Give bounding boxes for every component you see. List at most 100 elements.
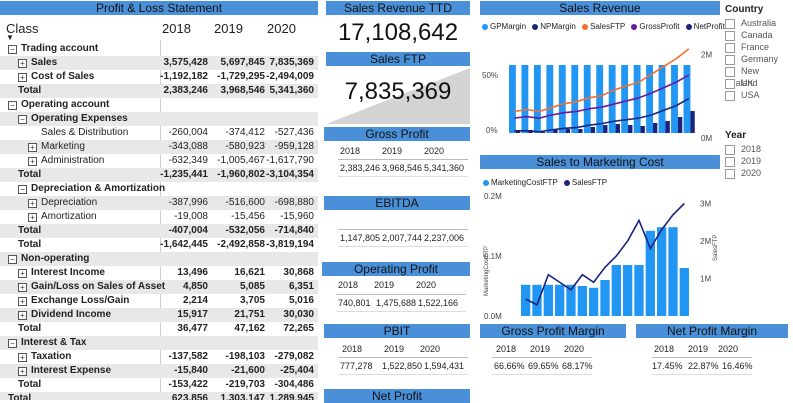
expand-icon[interactable]: + xyxy=(18,283,27,292)
cell-value: -19,008 xyxy=(174,211,208,222)
collapse-icon[interactable]: − xyxy=(8,255,17,264)
checkbox-icon[interactable] xyxy=(725,78,735,89)
row-label: Taxation xyxy=(31,351,72,362)
expand-icon[interactable]: + xyxy=(18,73,27,82)
axis-tick-label: 0M xyxy=(701,134,712,143)
expand-icon[interactable]: + xyxy=(28,143,37,152)
table-row: + Sales 3,575,428 5,697,845 7,835,369 xyxy=(0,56,318,70)
expand-icon[interactable]: + xyxy=(18,353,27,362)
gpmargin-bar xyxy=(546,65,554,133)
country-option[interactable]: Canada xyxy=(725,29,773,41)
marketing-cost-bar xyxy=(543,284,553,316)
checkbox-icon[interactable] xyxy=(725,42,735,53)
axis-tick-label: 3M xyxy=(700,200,711,209)
option-label: Canada xyxy=(741,30,773,40)
row-label: Trading account xyxy=(21,43,99,54)
year-option[interactable]: 2020 xyxy=(725,167,761,179)
checkbox-icon[interactable] xyxy=(725,144,735,155)
expand-icon[interactable]: + xyxy=(28,213,37,222)
checkbox-icon[interactable] xyxy=(725,168,735,179)
npm-values: 17.45% 22.87% 16.46% xyxy=(652,357,753,375)
cell-value: -15,840 xyxy=(174,365,208,376)
net-profit-title: Net Profit xyxy=(324,389,470,403)
gpmargin-bar xyxy=(658,65,666,133)
row-label: Total xyxy=(8,393,32,400)
cell-value: -304,486 xyxy=(274,379,314,390)
cell-value: -387,996 xyxy=(168,197,208,208)
gpmargin-bar xyxy=(608,65,616,133)
country-option[interactable]: UK xyxy=(725,77,754,89)
collapse-icon[interactable]: − xyxy=(8,45,17,54)
option-label: 2018 xyxy=(741,144,762,154)
expand-icon[interactable]: + xyxy=(28,199,37,208)
npmargin-bar xyxy=(640,126,645,133)
cell-value: -632,349 xyxy=(168,155,208,166)
year-option[interactable]: 2018 xyxy=(725,143,761,155)
pl-header: Class ▼ 2018 2019 2020 xyxy=(0,18,318,42)
cell-value: 30,030 xyxy=(283,309,314,320)
country-option[interactable]: France xyxy=(725,41,769,53)
axis-tick-label: 1M xyxy=(700,275,711,284)
table-row: − Non-operating xyxy=(0,252,318,266)
checkbox-icon[interactable] xyxy=(725,66,735,77)
gpmargin-bar xyxy=(596,65,604,133)
table-row: + Marketing -343,088 -580,923 -959,128 xyxy=(0,140,318,154)
cell-value: -25,404 xyxy=(280,365,314,376)
cell-value: -527,436 xyxy=(274,127,314,138)
cell-value: -153,422 xyxy=(168,379,208,390)
grossprofit-line xyxy=(514,74,690,119)
row-label: Amortization xyxy=(41,211,97,222)
country-option[interactable]: Germany xyxy=(725,53,778,65)
sort-down-icon[interactable]: ▼ xyxy=(6,33,14,42)
col-year-header[interactable]: 2019 xyxy=(214,21,243,36)
table-row: + Interest Expense -15,840 -21,600 -25,404 xyxy=(0,364,318,378)
checkbox-icon[interactable] xyxy=(725,90,735,101)
checkbox-icon[interactable] xyxy=(725,54,735,65)
cell-value: 1,289,945 xyxy=(269,393,315,400)
col-class-header[interactable]: Class xyxy=(6,21,39,36)
expand-icon[interactable]: + xyxy=(18,269,27,278)
cell-value: 2,383,246 xyxy=(163,85,209,96)
checkbox-icon[interactable] xyxy=(725,18,735,29)
npmargin-bar xyxy=(590,127,596,133)
col-year-header[interactable]: 2018 xyxy=(162,21,191,36)
cell-value: -1,960,802 xyxy=(217,169,265,180)
pl-rows: − Trading account + Sales 3,575,428 5,697,845… xyxy=(0,42,318,400)
collapse-icon[interactable]: − xyxy=(18,115,27,124)
npmargin-bar xyxy=(690,111,695,133)
pbit-title: PBIT xyxy=(324,324,470,338)
country-option[interactable]: Australia xyxy=(725,17,776,29)
sales-marketing-legend: MarketingCostFTP SalesFTP xyxy=(483,178,607,187)
row-label: Total xyxy=(18,169,42,180)
expand-icon[interactable]: + xyxy=(18,297,27,306)
npmargin-bar xyxy=(603,125,608,133)
checkbox-icon[interactable] xyxy=(725,30,735,41)
marketing-cost-bar xyxy=(532,284,542,316)
table-row: − Interest & Tax xyxy=(0,336,318,350)
row-label: Interest Income xyxy=(31,267,105,278)
expand-icon[interactable]: + xyxy=(18,59,27,68)
table-row: Total -407,004 -532,056 -714,840 xyxy=(0,224,318,238)
checkbox-icon[interactable] xyxy=(725,156,735,167)
expand-icon[interactable]: + xyxy=(18,311,27,320)
country-option[interactable]: USA xyxy=(725,89,760,101)
col-year-header[interactable]: 2020 xyxy=(267,21,296,36)
table-row: + Dividend Income 15,917 21,751 30,030 xyxy=(0,308,318,322)
row-label: Depreciation xyxy=(41,197,98,208)
sales-revenue-chart: Sales Revenue GPMargin NPMargin SalesFTP… xyxy=(480,1,725,151)
marketing-cost-bar xyxy=(577,286,587,316)
year-option[interactable]: 2019 xyxy=(725,155,761,167)
collapse-icon[interactable]: − xyxy=(18,185,27,194)
year-slicer-title: Year xyxy=(725,130,747,141)
collapse-icon[interactable]: − xyxy=(8,101,17,110)
table-row: + Amortization -19,008 -15,456 -15,960 xyxy=(0,210,318,224)
npmargin-bar xyxy=(565,129,571,133)
gpm-values: 66.66% 69.65% 68.17% xyxy=(492,357,593,375)
sales-ttd-card: Sales Revenue TTD 17,108,642 xyxy=(326,1,470,47)
expand-icon[interactable]: + xyxy=(18,367,27,376)
country-option[interactable]: New Zealand xyxy=(725,65,793,88)
collapse-icon[interactable]: − xyxy=(8,339,17,348)
expand-icon[interactable]: + xyxy=(28,157,37,166)
row-label: Interest Expense xyxy=(31,365,112,376)
salesftp-line xyxy=(514,48,690,113)
